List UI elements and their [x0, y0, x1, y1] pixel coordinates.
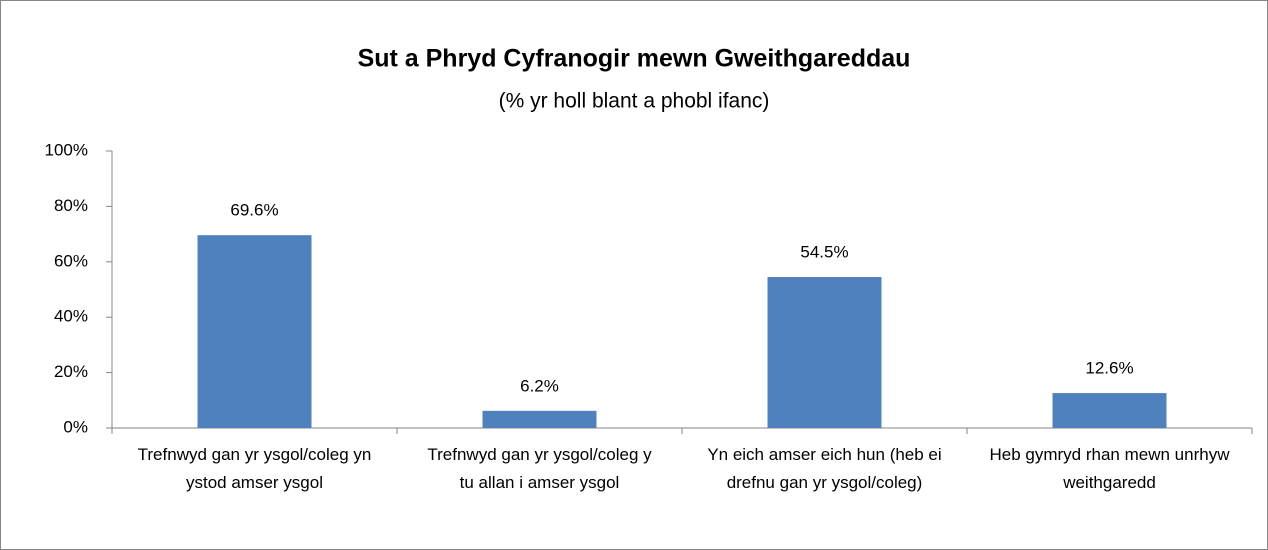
data-label: 54.5% — [800, 243, 848, 262]
data-label: 69.6% — [230, 201, 278, 220]
chart-title: Sut a Phryd Cyfranogir mewn Gweithgaredd… — [358, 45, 911, 73]
y-tick-label: 20% — [54, 362, 88, 381]
y-tick-label: 100% — [45, 140, 88, 159]
y-tick-label: 0% — [63, 417, 88, 436]
data-label: 6.2% — [520, 376, 559, 395]
y-tick-label: 80% — [54, 196, 88, 215]
bar — [482, 410, 597, 428]
bar — [767, 277, 882, 428]
y-tick-label: 60% — [54, 251, 88, 270]
x-tick-label: Trefnwyd gan yr ysgol/coleg y tu allan i… — [427, 445, 652, 492]
x-tick-label: Trefnwyd gan yr ysgol/coleg yn ystod ams… — [137, 445, 372, 492]
x-tick-label: Yn eich amser eich hun (heb ei drefnu ga… — [707, 445, 942, 492]
chart-subtitle: (% yr holl blant a phobl ifanc) — [499, 90, 770, 113]
bar — [197, 235, 312, 428]
y-tick-label: 40% — [54, 307, 88, 326]
x-tick-label: Heb gymryd rhan mewn unrhyw weithgaredd — [989, 445, 1230, 492]
bar — [1052, 393, 1167, 428]
data-label: 12.6% — [1085, 359, 1133, 378]
